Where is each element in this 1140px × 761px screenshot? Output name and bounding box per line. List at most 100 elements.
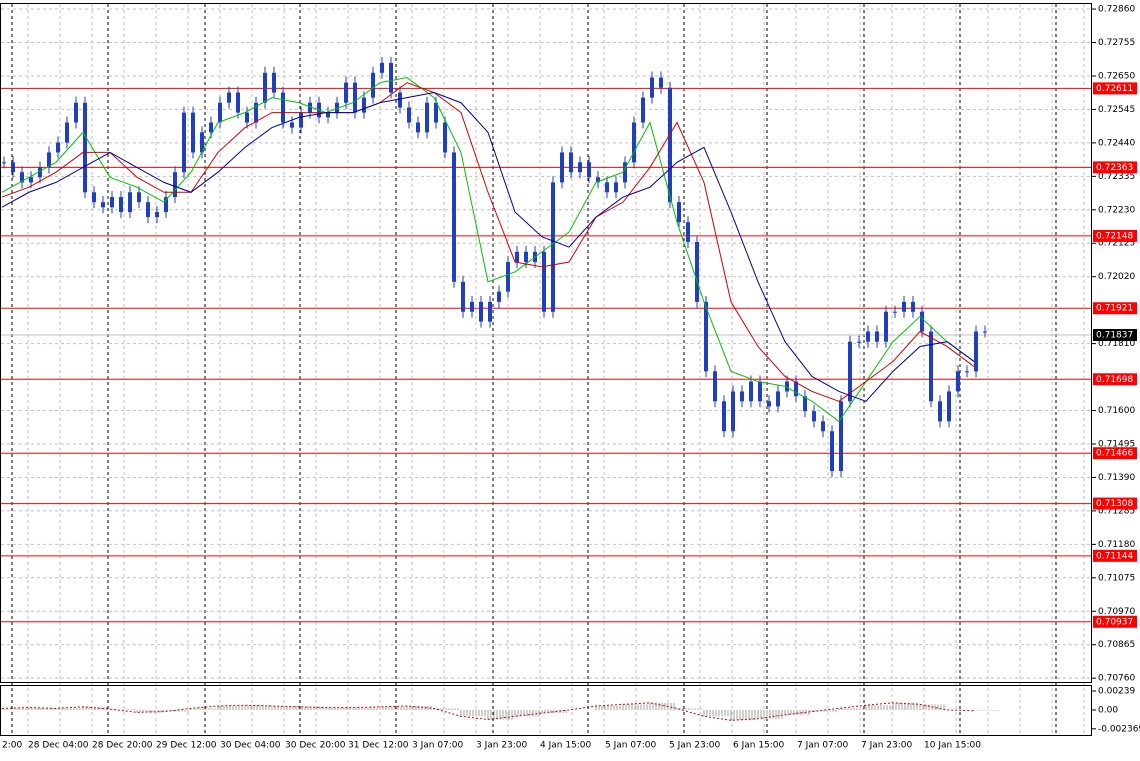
candle — [875, 331, 879, 342]
candle — [758, 381, 762, 402]
candle — [182, 112, 186, 173]
y-tick-label: 0.00239 — [1098, 687, 1135, 697]
candle — [749, 381, 753, 402]
candle — [704, 301, 708, 372]
candle — [911, 301, 915, 312]
candle — [983, 331, 987, 333]
candle — [515, 251, 519, 263]
x-tick-label: 30 Dec 04:00 — [220, 741, 281, 751]
level-label-bg — [1093, 82, 1137, 95]
level-label-bg — [1093, 549, 1137, 562]
candle — [200, 132, 204, 153]
candle — [146, 202, 150, 218]
candle — [164, 197, 168, 213]
level-label: 0.72611 — [1096, 84, 1133, 94]
sub-frame — [0, 685, 1092, 736]
x-tick-label: 3 Jan 23:00 — [476, 741, 528, 751]
candle — [290, 122, 294, 128]
level-label: 0.71466 — [1096, 449, 1133, 459]
y-tick-label: 0.71495 — [1098, 439, 1135, 449]
y-tick-label: 0.72020 — [1098, 272, 1135, 282]
candle — [335, 102, 339, 113]
candle — [947, 391, 951, 422]
candle — [191, 112, 195, 153]
candle — [668, 87, 672, 203]
candle — [587, 162, 591, 178]
level-label: 0.71144 — [1096, 551, 1133, 561]
y-tick-label: 0.72860 — [1098, 5, 1135, 15]
candle — [722, 401, 726, 432]
candle — [11, 162, 15, 173]
x-tick-label: 30 Dec 20:00 — [285, 741, 346, 751]
candle — [371, 72, 375, 98]
candle — [29, 177, 33, 183]
candle — [299, 112, 303, 128]
y-tick-label: 0.72125 — [1098, 239, 1135, 249]
candle — [920, 311, 924, 332]
candle — [776, 391, 780, 407]
y-tick-label: 0.72545 — [1098, 105, 1135, 115]
level-label: 0.71698 — [1096, 375, 1133, 385]
x-tick-label: 4 Jan 15:00 — [540, 741, 592, 751]
y-tick-label: -0.002369 — [1098, 724, 1140, 734]
candle — [362, 97, 366, 113]
candle — [479, 301, 483, 322]
moving-average — [1, 82, 975, 402]
candle — [452, 152, 456, 282]
candle — [407, 107, 411, 123]
candle — [74, 102, 78, 123]
level-label: 0.72148 — [1096, 231, 1133, 241]
candle — [785, 381, 789, 392]
level-label: 0.71308 — [1096, 499, 1133, 509]
level-label-bg — [1093, 615, 1137, 628]
candle — [83, 102, 87, 193]
candle — [803, 396, 807, 412]
candle — [497, 291, 501, 302]
candle — [389, 62, 393, 93]
x-tick-label: 31 Dec 12:00 — [348, 741, 409, 751]
candle — [938, 401, 942, 422]
candle — [857, 341, 861, 343]
candle — [560, 152, 564, 183]
candle — [173, 172, 177, 198]
candle — [650, 77, 654, 98]
candle — [632, 122, 636, 163]
candle — [812, 411, 816, 422]
candle — [821, 421, 825, 432]
candle — [137, 192, 141, 203]
candle — [344, 82, 348, 103]
y-tick-label: 0.71810 — [1098, 339, 1135, 349]
candle — [659, 77, 663, 88]
candle — [119, 197, 123, 213]
y-tick-label: 0.72440 — [1098, 138, 1135, 148]
candle — [353, 82, 357, 113]
candle — [443, 122, 447, 153]
candle — [974, 331, 978, 372]
candle — [524, 251, 528, 263]
level-label: 0.72363 — [1096, 163, 1133, 173]
candle — [236, 92, 240, 113]
candle — [641, 97, 645, 123]
candle — [866, 331, 870, 342]
candle — [155, 212, 159, 218]
candle — [326, 112, 330, 118]
candle — [740, 391, 744, 402]
candle — [218, 102, 222, 123]
last-price-bg — [1093, 329, 1137, 342]
y-tick-label: 0.71390 — [1098, 473, 1135, 483]
moving-average — [1, 77, 975, 423]
candle — [929, 331, 933, 402]
y-tick-label: 0.00 — [1098, 705, 1118, 715]
candle — [20, 172, 24, 183]
candle — [245, 112, 249, 123]
y-tick-label: 0.71180 — [1098, 540, 1135, 550]
candle — [308, 102, 312, 113]
candle — [254, 102, 258, 123]
candle — [506, 262, 510, 292]
x-tick-label: 7 Jan 23:00 — [861, 741, 913, 751]
candle — [677, 202, 681, 223]
y-tick-label: 0.72755 — [1098, 38, 1135, 48]
candle — [38, 167, 42, 178]
candle — [227, 92, 231, 103]
